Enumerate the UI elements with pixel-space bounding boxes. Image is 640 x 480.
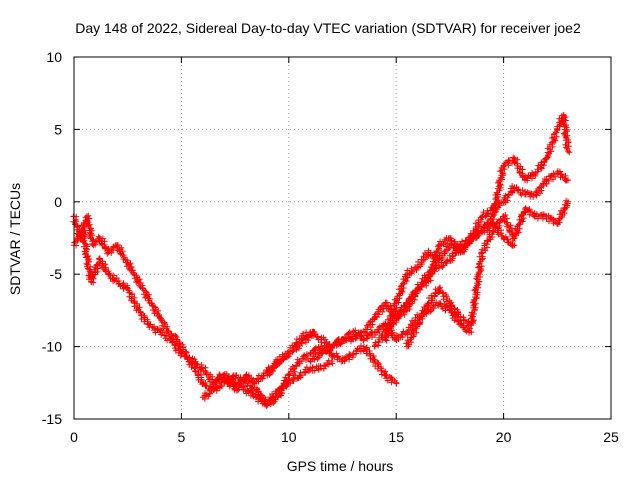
y-tick-label: -10: [42, 339, 62, 355]
point-cloud-segment: [392, 271, 411, 306]
y-tick-label: 5: [54, 121, 62, 137]
point-cloud-segment: [490, 213, 508, 234]
point-cloud-segment: [349, 342, 368, 358]
data-point: [511, 242, 518, 249]
y-tick-label: -5: [50, 266, 63, 282]
point-cloud-segment: [533, 176, 550, 199]
point-cloud-segment: [510, 184, 529, 198]
point-cloud-segment: [457, 234, 475, 255]
point-cloud-segment: [403, 284, 422, 306]
point-cloud-segment: [122, 257, 138, 279]
point-cloud-segment: [382, 300, 400, 336]
point-cloud-segment: [478, 213, 497, 234]
series-trace-7: [371, 111, 573, 350]
point-cloud-segment: [307, 349, 323, 365]
point-cloud-segment: [372, 327, 389, 349]
point-cloud-segment: [436, 284, 454, 307]
point-cloud-segment: [146, 321, 162, 336]
series-trace-8: [403, 197, 572, 350]
point-cloud-segment: [500, 154, 517, 170]
x-tick-label: 25: [603, 429, 619, 445]
point-cloud-segment: [318, 343, 334, 357]
point-cloud-segment: [274, 350, 292, 366]
point-cloud-segment: [360, 315, 378, 336]
point-cloud-segment: [531, 154, 551, 178]
data-point: [328, 358, 335, 365]
data-points: [70, 111, 573, 409]
data-point: [565, 198, 572, 205]
point-cloud-segment: [157, 327, 174, 344]
tick-labels: 0 5 10 15 20 25 -15 -10 -5 0 5 10: [42, 49, 619, 445]
point-cloud-segment: [543, 168, 561, 184]
grid-lines: [74, 57, 611, 419]
point-cloud-segment: [135, 306, 152, 328]
point-cloud-segment: [251, 372, 266, 387]
point-cloud-segment: [467, 249, 486, 327]
point-cloud-segment: [96, 255, 112, 277]
point-cloud-segment: [189, 356, 205, 373]
data-point: [414, 285, 421, 292]
point-cloud-segment: [297, 364, 314, 381]
y-tick-label: 10: [46, 49, 62, 65]
point-cloud-segment: [192, 365, 207, 387]
point-cloud-segment: [371, 356, 389, 378]
point-cloud-segment: [554, 197, 571, 227]
data-point: [425, 300, 432, 307]
y-tick-label: -15: [42, 411, 62, 427]
point-cloud-segment: [543, 212, 561, 228]
plot-frame: [73, 56, 612, 420]
point-cloud-segment: [274, 371, 292, 400]
x-tick-label: 10: [281, 429, 297, 445]
point-cloud-segment: [105, 270, 120, 285]
data-point: [253, 394, 260, 401]
point-cloud-segment: [425, 299, 442, 315]
data-point: [468, 329, 475, 336]
point-cloud-segment: [296, 349, 314, 365]
point-cloud-segment: [130, 269, 146, 291]
series-trace-6: [382, 168, 572, 344]
point-cloud-segment: [479, 229, 497, 256]
point-cloud-segment: [243, 378, 260, 395]
point-cloud-segment: [87, 255, 103, 286]
point-cloud-segment: [177, 350, 196, 365]
x-tick-label: 20: [496, 429, 512, 445]
data-point: [393, 379, 400, 386]
point-cloud-segment: [383, 372, 400, 387]
point-cloud-segment: [123, 284, 143, 314]
point-cloud-segment: [393, 328, 411, 344]
x-tick-label: 5: [178, 429, 186, 445]
data-point: [554, 169, 561, 176]
x-tick-label: 0: [70, 429, 78, 445]
point-cloud-segment: [510, 204, 529, 242]
data-point: [565, 177, 572, 184]
series-trace-1: [70, 212, 319, 394]
point-cloud-segment: [415, 250, 432, 271]
chart-title: Day 148 of 2022, Sidereal Day-to-day VTE…: [75, 20, 581, 36]
data-point: [565, 148, 572, 155]
point-cloud-segment: [317, 357, 336, 372]
point-cloud-segment: [425, 247, 443, 264]
y-tick-label: 0: [54, 194, 62, 210]
y-axis-label: SDTVAR / TECUs: [7, 183, 23, 295]
point-cloud-segment: [329, 336, 346, 351]
point-cloud-segment: [488, 162, 508, 218]
series-trace-3: [199, 342, 400, 409]
point-cloud-segment: [542, 127, 561, 162]
data-point: [382, 372, 389, 379]
point-cloud-segment: [559, 112, 573, 156]
point-cloud-segment: [446, 241, 464, 256]
tick-marks: [73, 56, 612, 420]
point-cloud-segment: [232, 372, 249, 386]
point-cloud-segment: [403, 320, 422, 350]
x-tick-label: 15: [388, 429, 404, 445]
series-trace-4: [264, 299, 475, 379]
x-axis-label: GPS time / hours: [287, 458, 394, 474]
